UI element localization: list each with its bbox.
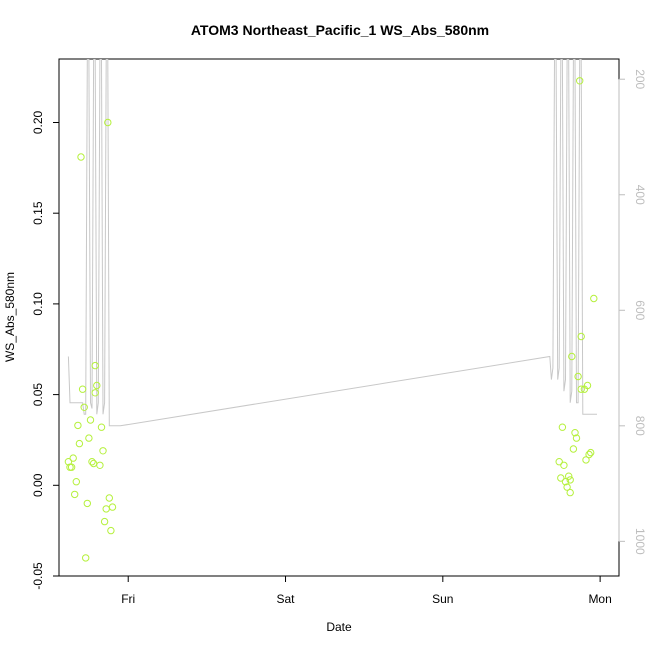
data-point	[83, 499, 92, 508]
data-point	[577, 385, 585, 393]
data-point	[582, 456, 590, 464]
y-axis: -0.05 0.00 0.05 0.10 0.15 0.20	[31, 110, 60, 590]
data-point	[565, 472, 573, 480]
plot-frame	[58, 58, 620, 577]
data-point	[102, 505, 110, 513]
data-point	[557, 474, 565, 482]
y-tick-label: -0.05	[31, 562, 45, 590]
data-point	[105, 494, 114, 502]
right-axis: 200 400 600 800 1000	[618, 69, 647, 555]
data-point	[91, 361, 99, 370]
data-point	[576, 77, 584, 85]
data-point	[566, 476, 574, 484]
data-point	[568, 352, 576, 361]
data-point	[82, 554, 90, 562]
y-tick-label: 0.15	[31, 201, 45, 225]
plot-area	[64, 59, 598, 562]
data-point	[99, 447, 107, 455]
data-point	[108, 503, 117, 511]
data-point	[107, 526, 115, 535]
y-tick-label: 0.05	[31, 383, 45, 407]
x-axis-label: Date	[326, 620, 352, 634]
data-point	[569, 445, 578, 453]
data-point	[560, 461, 568, 469]
data-point	[585, 450, 593, 459]
data-point	[80, 403, 88, 411]
data-point	[561, 478, 570, 486]
right-tick-label: 1000	[633, 528, 647, 555]
chart-title: ATOM3 Northeast_Pacific_1 WS_Abs_580nm	[191, 22, 489, 38]
data-point	[72, 478, 81, 486]
data-point	[78, 385, 87, 393]
data-point	[100, 517, 109, 526]
data-point	[97, 423, 106, 431]
y-tick-label: 0.20	[31, 110, 45, 134]
data-point	[89, 459, 98, 468]
data-point	[64, 458, 73, 466]
right-tick-label: 800	[633, 416, 647, 436]
data-point	[574, 372, 582, 381]
data-point	[93, 381, 101, 390]
y-tick-label: 0.10	[31, 292, 45, 316]
data-point	[75, 439, 84, 448]
data-point	[77, 153, 85, 161]
x-tick-label: Fri	[121, 592, 135, 606]
data-point	[86, 416, 95, 424]
data-point	[104, 118, 112, 127]
data-point	[555, 458, 563, 466]
data-point	[74, 421, 82, 430]
data-point	[566, 488, 574, 497]
x-axis: Fri Sat Sun Mon	[121, 575, 612, 606]
data-point	[590, 294, 598, 303]
data-point	[571, 429, 579, 437]
data-point	[91, 389, 99, 397]
data-point	[583, 381, 592, 390]
data-point	[587, 448, 595, 457]
series-line	[67, 59, 597, 427]
data-point	[69, 454, 77, 462]
right-tick-label: 600	[633, 300, 647, 320]
data-point	[71, 490, 79, 499]
right-tick-label: 200	[633, 69, 647, 89]
right-tick-label: 400	[633, 185, 647, 205]
y-tick-label: 0.00	[31, 473, 45, 497]
x-tick-label: Sat	[277, 592, 296, 606]
data-point	[563, 483, 571, 491]
data-point	[96, 461, 104, 469]
x-tick-label: Sun	[432, 592, 453, 606]
data-point	[577, 332, 585, 341]
x-tick-label: Mon	[588, 592, 611, 606]
data-point	[85, 434, 93, 442]
data-point	[558, 423, 567, 431]
data-point	[67, 463, 76, 471]
y-axis-label: WS_Abs_580nm	[3, 272, 17, 362]
data-point	[572, 434, 581, 442]
data-point	[88, 458, 96, 466]
